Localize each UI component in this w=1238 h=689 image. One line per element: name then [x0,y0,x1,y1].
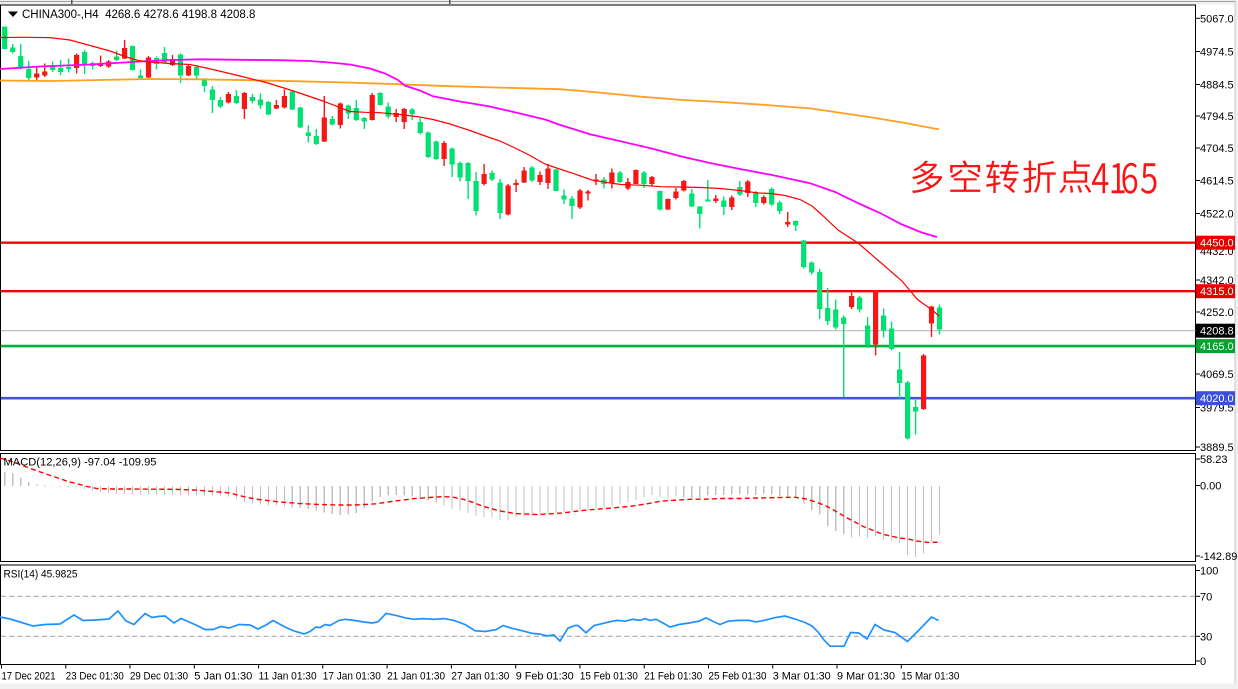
svg-text:4252.0: 4252.0 [1200,307,1234,319]
svg-text:58.23: 58.23 [1200,454,1228,466]
svg-text:21 Jan 01:30: 21 Jan 01:30 [387,671,445,683]
svg-text:3979.5: 3979.5 [1200,403,1234,415]
svg-text:4208.8: 4208.8 [1200,326,1234,338]
svg-text:5067.0: 5067.0 [1200,13,1234,25]
svg-text:11 Jan 01:30: 11 Jan 01:30 [259,671,317,683]
svg-text:4450.0: 4450.0 [1200,238,1234,250]
svg-text:29 Dec 01:30: 29 Dec 01:30 [130,671,188,683]
svg-text:15 Mar 01:30: 15 Mar 01:30 [901,671,959,683]
svg-text:25 Feb 01:30: 25 Feb 01:30 [709,671,767,683]
svg-text:3889.5: 3889.5 [1200,442,1234,454]
svg-text:CHINA300-,H4 4268.6 4278.6 41: CHINA300-,H4 4268.6 4278.6 4198.8 4208.8 [22,9,255,21]
svg-text:15 Feb 01:30: 15 Feb 01:30 [580,671,638,683]
svg-text:4614.5: 4614.5 [1200,176,1234,188]
svg-text:100: 100 [1200,566,1218,578]
svg-text:17 Dec 2021: 17 Dec 2021 [2,671,56,683]
svg-text:27 Jan 01:30: 27 Jan 01:30 [451,671,509,683]
svg-text:MACD(12,26,9) -97.04 -109.95: MACD(12,26,9) -97.04 -109.95 [4,457,157,469]
svg-text:4315.0: 4315.0 [1200,286,1234,298]
svg-text:4794.5: 4794.5 [1200,111,1234,123]
svg-text:21 Feb 01:30: 21 Feb 01:30 [644,671,702,683]
svg-text:4165.0: 4165.0 [1200,341,1234,353]
svg-text:9 Mar 01:30: 9 Mar 01:30 [837,671,895,683]
svg-text:RSI(14) 45.9825: RSI(14) 45.9825 [4,569,78,581]
svg-text:4704.5: 4704.5 [1200,143,1234,155]
svg-text:0: 0 [1200,656,1206,668]
svg-text:4342.0: 4342.0 [1200,275,1234,287]
svg-text:70: 70 [1200,591,1212,603]
svg-text:23 Dec 01:30: 23 Dec 01:30 [66,671,124,683]
svg-text:9 Feb 01:30: 9 Feb 01:30 [516,671,574,683]
svg-text:4974.5: 4974.5 [1200,47,1234,59]
svg-text:4020.0: 4020.0 [1200,393,1234,405]
svg-text:3 Mar 01:30: 3 Mar 01:30 [773,671,831,683]
svg-text:17 Jan 01:30: 17 Jan 01:30 [323,671,381,683]
svg-text:4069.5: 4069.5 [1200,369,1234,381]
svg-text:-142.89: -142.89 [1200,551,1237,563]
svg-text:4522.0: 4522.0 [1200,209,1234,221]
svg-text:5 Jan 01:30: 5 Jan 01:30 [194,671,252,683]
svg-text:0.00: 0.00 [1200,481,1221,493]
svg-text:4884.5: 4884.5 [1200,80,1234,92]
svg-text:30: 30 [1200,631,1212,643]
